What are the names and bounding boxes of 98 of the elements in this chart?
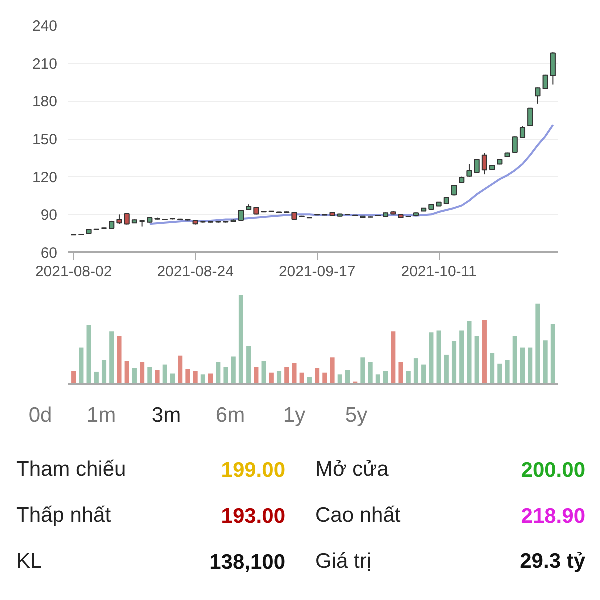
text: Tham chiếu [16, 458, 126, 481]
text: 3m [152, 404, 182, 427]
text: 5y [345, 404, 368, 427]
bar [528, 348, 533, 384]
bar [490, 353, 495, 384]
bar [117, 336, 122, 384]
y-tick-label: 90 [40, 207, 58, 224]
candlestick [482, 152, 488, 176]
bar [482, 320, 487, 384]
text: 1y [283, 404, 306, 427]
bar [86, 325, 92, 384]
candlestick [512, 136, 518, 154]
y-tick-label: 120 [32, 169, 58, 186]
bar [231, 356, 236, 384]
text: 138,100 [210, 551, 286, 574]
bar [376, 374, 380, 384]
bar [186, 369, 190, 384]
bar [238, 294, 244, 384]
text: 200.00 [521, 459, 586, 482]
bar [216, 362, 221, 384]
bar [193, 371, 198, 384]
text: Giá trị [316, 550, 372, 573]
text: 29.3 tỷ [520, 550, 586, 573]
bar [414, 358, 418, 384]
bar [452, 342, 457, 384]
bar [330, 358, 335, 384]
bar [512, 336, 518, 384]
y-tick-label: 60 [40, 245, 58, 262]
bar [284, 367, 290, 384]
bar [338, 374, 342, 384]
candlestick [535, 87, 541, 104]
line-series [148, 124, 554, 226]
x-tick-label: 2021-10-11 [401, 264, 477, 280]
candlestick [528, 107, 534, 127]
bar [102, 360, 107, 384]
bar [292, 363, 297, 384]
bar [436, 330, 442, 384]
bar [254, 367, 259, 384]
y-tick-label: 150 [32, 132, 58, 148]
bar [72, 371, 76, 384]
bar [536, 304, 540, 384]
bar [543, 340, 548, 384]
y-tick-label: 240 [32, 18, 58, 35]
bar [368, 362, 373, 384]
text: 199.00 [221, 459, 286, 482]
bar [520, 348, 526, 384]
bar [200, 374, 206, 384]
candlestick [542, 74, 548, 90]
bar [124, 361, 130, 384]
x-tick-label: 2021-08-24 [157, 264, 234, 280]
y-tick-label: 210 [32, 56, 58, 73]
text: Mở cửa [316, 458, 390, 481]
text: 6m [216, 404, 246, 427]
x-tick-label: 2021-08-02 [35, 264, 112, 280]
text: Thấp nhất [16, 504, 112, 527]
bar [391, 332, 396, 384]
bar [345, 370, 350, 384]
text: 218.90 [521, 505, 586, 528]
bar [505, 360, 510, 384]
bar [474, 336, 480, 384]
bar [79, 348, 84, 384]
candlestick [550, 52, 556, 86]
text: Cao nhất [316, 504, 401, 527]
bar [460, 330, 464, 384]
bar [398, 362, 404, 384]
bar [444, 354, 449, 384]
text: KL [16, 550, 42, 573]
bar [132, 368, 137, 384]
bar [110, 332, 114, 384]
bar [384, 371, 388, 384]
bar [178, 356, 183, 384]
bar [467, 320, 472, 384]
candlestick [116, 214, 122, 225]
candlestick [520, 126, 526, 139]
bar [162, 364, 168, 384]
bar [406, 371, 411, 384]
x-tick-label: 2021-09-17 [278, 264, 356, 280]
candlestick [451, 184, 458, 196]
bar [315, 368, 320, 384]
text: 1m [86, 404, 116, 427]
bar [246, 346, 252, 384]
y-tick-label: 180 [32, 94, 58, 111]
bar [498, 364, 502, 384]
bar [155, 370, 160, 384]
bar [276, 371, 282, 384]
candlestick [238, 210, 244, 222]
bar [422, 364, 426, 384]
bar [148, 367, 152, 384]
text: 0d [28, 404, 52, 427]
bar [140, 362, 145, 384]
bar [360, 358, 366, 384]
bar [262, 361, 266, 384]
bar [94, 372, 99, 384]
bar [550, 324, 556, 384]
text: 193.00 [221, 505, 286, 528]
candlestick [466, 164, 472, 178]
bar [224, 367, 228, 384]
bar [429, 332, 434, 384]
